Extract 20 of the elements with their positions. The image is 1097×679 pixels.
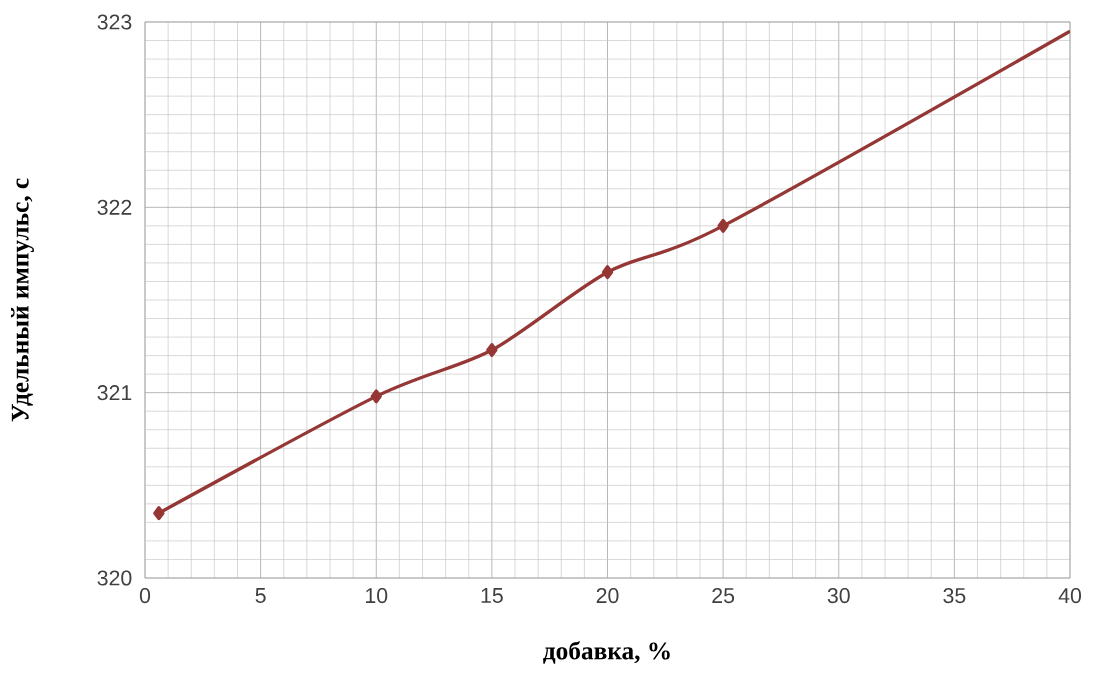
x-tick-label: 40 [1058, 588, 1082, 604]
y-axis-title: Удельный импульс, с [11, 178, 34, 422]
x-tick-label: 35 [943, 588, 966, 604]
x-tick-label: 30 [827, 588, 850, 604]
x-tick-label: 15 [481, 588, 503, 603]
x-tick-label: 10 [366, 588, 388, 604]
x-tick-label: 0 [139, 588, 151, 604]
point [153, 506, 165, 521]
point [601, 265, 614, 280]
y-tick-label: 323 [97, 14, 132, 30]
y-tick-label: 322 [97, 199, 132, 215]
x-tick-label: 20 [596, 588, 619, 604]
x-tick-label: 25 [712, 588, 735, 604]
point [486, 343, 498, 358]
x-tick-label: 5 [255, 588, 266, 603]
y-tick-label: 320 [97, 570, 132, 586]
y-tick-label: 321 [97, 385, 132, 401]
point [370, 389, 382, 404]
point [717, 218, 729, 233]
x-axis-title: добавка, % [543, 641, 670, 664]
